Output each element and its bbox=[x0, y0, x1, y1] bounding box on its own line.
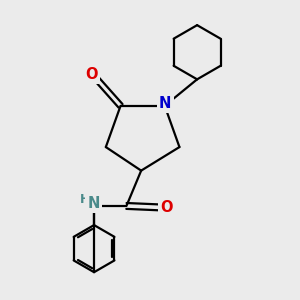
Text: N: N bbox=[87, 196, 100, 211]
Text: O: O bbox=[160, 200, 173, 215]
Text: H: H bbox=[80, 193, 90, 206]
Text: O: O bbox=[85, 67, 98, 82]
Text: N: N bbox=[159, 96, 172, 111]
